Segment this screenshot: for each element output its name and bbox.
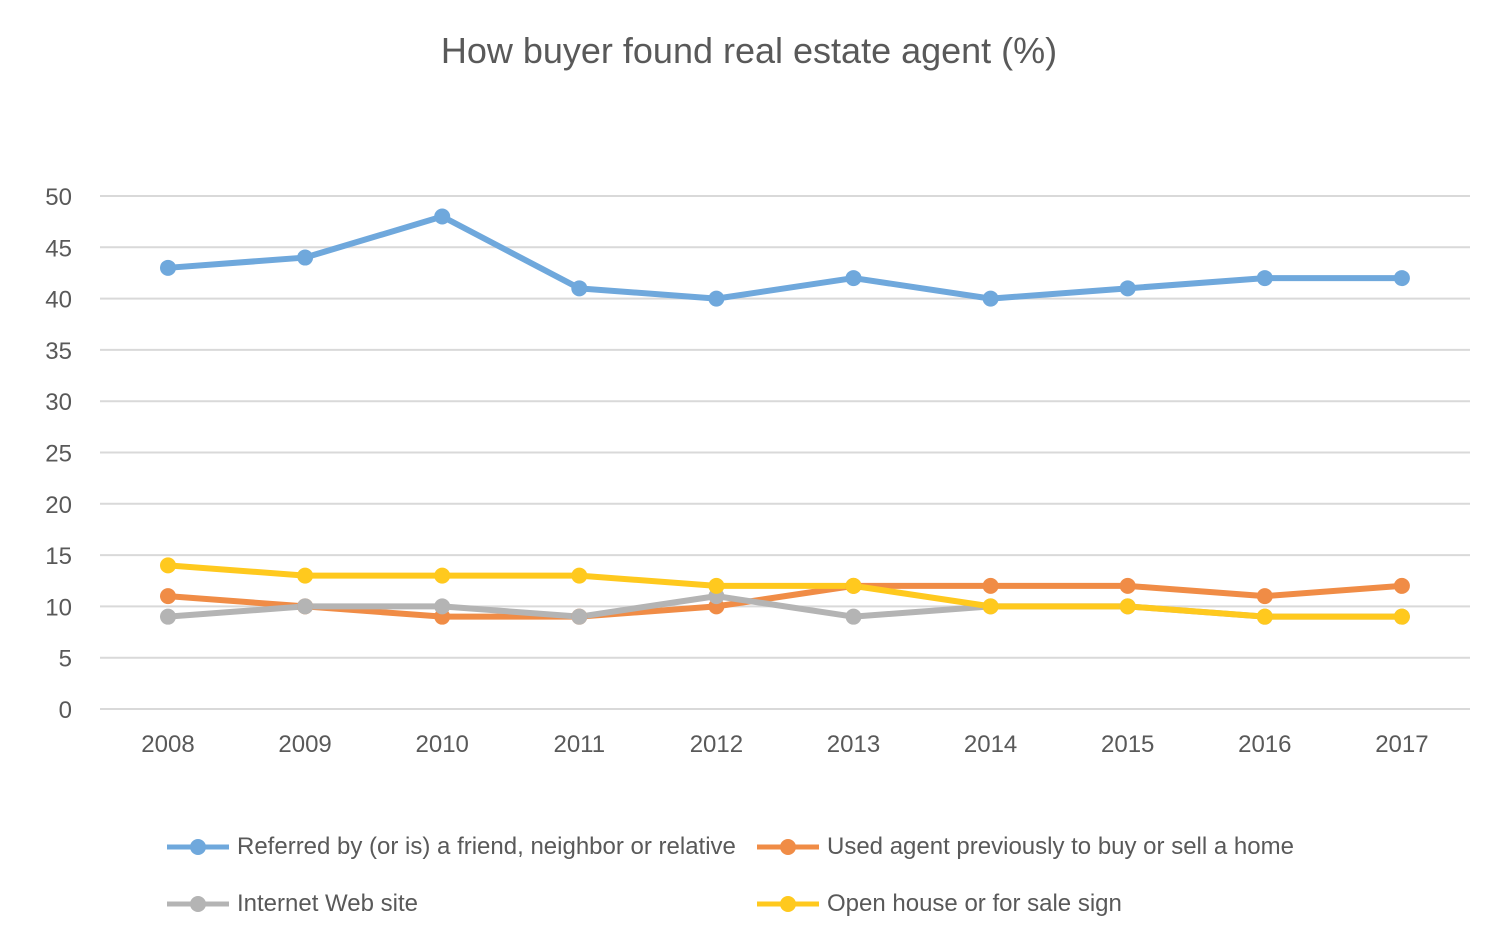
legend-marker-icon [167, 896, 229, 912]
legend-label-used-agent: Used agent previously to buy or sell a h… [827, 833, 1294, 860]
series-line-1 [165, 582, 1405, 620]
legend-dot-internet [190, 896, 206, 912]
data-point[interactable] [297, 567, 314, 584]
legend-item-internet[interactable]: Internet Web site [165, 889, 418, 919]
x-tick-label: 2015 [1101, 731, 1154, 758]
data-point[interactable] [297, 249, 314, 266]
data-point[interactable] [982, 290, 999, 307]
y-tick-label: 10 [45, 594, 72, 621]
data-point[interactable] [160, 588, 176, 605]
data-point[interactable] [1119, 280, 1136, 297]
legend-dot-referred [190, 839, 206, 855]
legend-label-open-house: Open house or for sale sign [827, 890, 1122, 917]
data-point[interactable] [845, 577, 862, 594]
data-point[interactable] [434, 208, 451, 225]
y-tick-label: 45 [45, 235, 72, 262]
line-chart: 0 5 10 15 20 25 30 35 40 45 50 2008 2009 2010 2011 201… [45, 184, 1470, 758]
data-point[interactable] [571, 280, 588, 297]
series-line-3 [165, 562, 1405, 620]
data-point[interactable] [1256, 608, 1273, 625]
data-point[interactable] [982, 577, 999, 594]
data-point[interactable] [434, 567, 451, 584]
data-point[interactable] [571, 608, 588, 625]
data-point[interactable] [160, 608, 176, 625]
x-tick-label: 2009 [278, 731, 331, 758]
data-point[interactable] [982, 598, 999, 615]
y-tick-label: 25 [45, 441, 72, 468]
legend-item-used-agent[interactable]: Used agent previously to buy or sell a h… [755, 832, 1294, 862]
data-point[interactable] [1119, 577, 1136, 594]
series-lines [165, 213, 1405, 620]
legend-dot-open-house [780, 896, 796, 912]
x-tick-label: 2010 [416, 731, 469, 758]
data-point[interactable] [1393, 270, 1410, 287]
x-tick-label: 2008 [141, 731, 194, 758]
data-point[interactable] [1256, 588, 1273, 605]
data-point[interactable] [1256, 270, 1273, 287]
data-point[interactable] [845, 270, 862, 287]
data-point[interactable] [297, 598, 314, 615]
legend-label-referred: Referred by (or is) a friend, neighbor o… [237, 833, 736, 860]
y-tick-label: 35 [45, 338, 72, 365]
series-points [160, 208, 1410, 625]
legend-item-referred[interactable]: Referred by (or is) a friend, neighbor o… [165, 832, 736, 862]
x-tick-label: 2016 [1238, 731, 1291, 758]
x-tick-label: 2014 [964, 731, 1017, 758]
legend-label-internet: Internet Web site [237, 890, 418, 917]
chart-title: How buyer found real estate agent (%) [440, 30, 1058, 71]
legend-marker-icon [167, 839, 229, 855]
legend-item-open-house[interactable]: Open house or for sale sign [755, 889, 1122, 919]
data-point[interactable] [160, 259, 176, 276]
y-tick-label: 50 [45, 184, 72, 211]
data-point[interactable] [434, 598, 451, 615]
data-point[interactable] [1119, 598, 1136, 615]
y-tick-label: 0 [59, 697, 72, 724]
x-tick-label: 2011 [553, 731, 605, 758]
x-tick-label: 2017 [1375, 731, 1428, 758]
y-axis-tick-labels: 0 5 10 15 20 25 30 35 40 45 50 [45, 184, 72, 724]
data-point[interactable] [160, 557, 176, 574]
legend-dot-used-agent [780, 839, 796, 855]
y-tick-label: 15 [45, 543, 72, 570]
x-tick-label: 2013 [827, 731, 880, 758]
y-tick-label: 5 [59, 646, 72, 673]
x-tick-label: 2012 [690, 731, 743, 758]
data-point[interactable] [1393, 577, 1410, 594]
series-line-0 [165, 213, 1405, 302]
legend-marker-icon [757, 896, 819, 912]
legend-marker-icon [757, 839, 819, 855]
data-point[interactable] [1393, 608, 1410, 625]
y-tick-label: 30 [45, 389, 72, 416]
x-axis-tick-labels: 2008 2009 2010 2011 2012 2013 2014 2015 2016 2017 [141, 731, 1428, 758]
y-tick-label: 20 [45, 492, 72, 519]
y-tick-label: 40 [45, 287, 72, 314]
data-point[interactable] [708, 577, 725, 594]
data-point[interactable] [845, 608, 862, 625]
data-point[interactable] [708, 290, 725, 307]
data-point[interactable] [571, 567, 588, 584]
